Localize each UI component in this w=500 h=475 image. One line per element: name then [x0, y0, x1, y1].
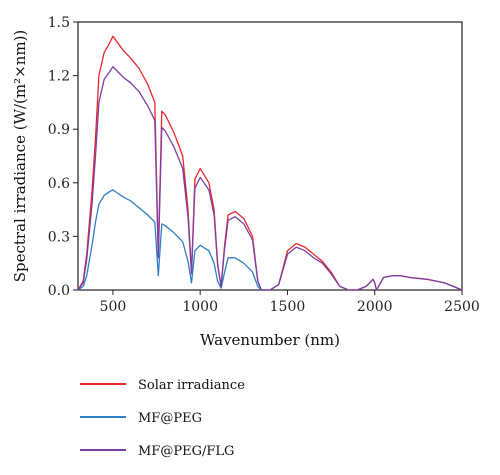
legend: Solar irradiance MF@PEG MF@PEG/FLG [80, 378, 245, 459]
y-tick-label: 0.3 [48, 229, 70, 245]
x-tick-label: 2000 [357, 299, 393, 315]
x-tick-label: 1500 [270, 299, 306, 315]
y-tick-label: 1.2 [48, 69, 70, 85]
x-tick-label: 500 [100, 299, 127, 315]
x-tick-label: 2500 [444, 299, 480, 315]
x-axis-title: Wavenumber (nm) [200, 331, 340, 349]
plot-frame [77, 21, 463, 291]
legend-label-solar: Solar irradiance [138, 378, 245, 393]
series-line-mf-peg [77, 189, 270, 291]
series-line-mf-peg-flg [77, 66, 463, 291]
legend-label-mf-peg-flg: MF@PEG/FLG [138, 444, 234, 459]
y-axis-title: Spectral irradiance (W/(m²×nm)) [11, 30, 29, 283]
y-tick-label: 0.9 [48, 122, 70, 138]
y-tick-label: 0.6 [48, 176, 70, 192]
x-tick-label: 1000 [182, 299, 218, 315]
axis-layer: 500 1000 1500 2000 2500 0.0 0.3 0.6 0.9 1.2 1.5 [48, 15, 480, 315]
legend-label-mf-peg: MF@PEG [138, 411, 202, 426]
series-layer [77, 35, 463, 291]
y-tick-label: 0.0 [48, 283, 70, 299]
y-tick-label: 1.5 [48, 15, 70, 31]
